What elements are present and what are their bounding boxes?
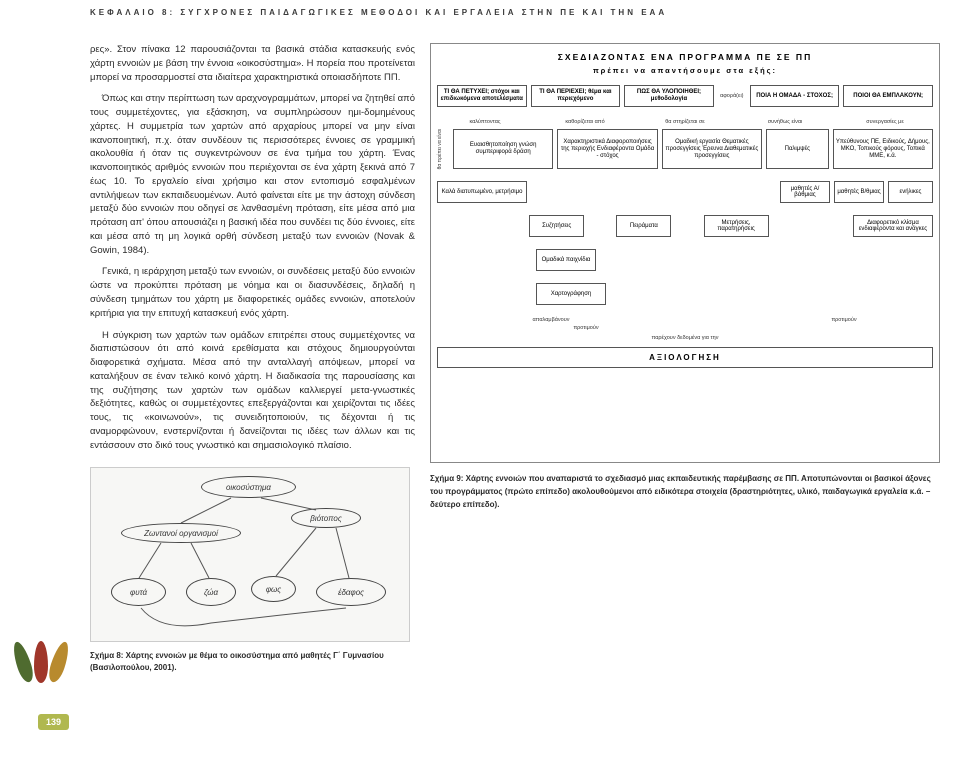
d-node: Υπεύθυνους ΠΕ, Ειδικούς, Δήμους, ΜΚΟ, Το…: [833, 129, 933, 169]
leaf-icon: [10, 640, 36, 684]
d-node: Πειράματα: [616, 215, 671, 237]
d-node: Χαρακτηριστικά Διαφοροποιήσεις της περιο…: [557, 129, 657, 169]
diagram-row-4: Συζητήσεις Πειράματα Μετρήσεις, παρατηρή…: [437, 215, 933, 237]
sketch-node-animals: ζώα: [186, 578, 236, 606]
d-link: προτιμούν: [819, 317, 869, 323]
page-number: 139: [38, 714, 69, 730]
sketch-node-soil: έδαφος: [316, 578, 386, 606]
d-link: συνεργασίες με: [837, 119, 933, 125]
diagram-row-3: Καλά διατυπωμένο, μετρήσιμο μαθητές Α/βά…: [437, 181, 933, 203]
right-column: ΣΧΕΔΙΑΖΟΝΤΑΣ ΕΝΑ ΠΡΟΓΡΑΜΜΑ ΠΕ ΣΕ ΠΠ πρέπ…: [430, 43, 960, 674]
diagram-row-5: Ομαδικά παιχνίδια: [437, 249, 933, 271]
d-node: μαθητές Α/βάθμιας: [780, 181, 830, 203]
leaf-icon: [34, 641, 48, 683]
diagram-row-6: Χαρτογράφηση: [437, 283, 933, 305]
d-node: Καλά διατυπωμένο, μετρήσιμο: [437, 181, 527, 203]
d-node: ΠΩΣ ΘΑ ΥΛΟΠΟΙΗΘΕΙ; μεθοδολογία: [624, 85, 714, 107]
d-link: απαλαμβάνουν: [521, 317, 581, 323]
diagram-bottom-links: απαλαμβάνουν προτιμούν: [437, 317, 933, 323]
d-node: ΠΟΙΟΙ ΘΑ ΕΜΠΛΑΚΟΥΝ;: [843, 85, 933, 107]
d-link: αφορά(ει): [718, 93, 746, 99]
sketch-node-light: φως: [251, 576, 296, 602]
concept-map-sketch: οικοσύστημα βιότοπος Ζωντανοί οργανισμοί…: [90, 467, 410, 642]
d-link: θα στηρίζεται σε: [637, 119, 733, 125]
diagram-row-1: ΤΙ ΘΑ ΠΕΤΥΧΕΙ; στόχοι και επιδιωκόμενα α…: [437, 85, 933, 107]
chapter-header: ΚΕΦΑΛΑΙΟ 8: ΣΥΓΧΡΟΝΕΣ ΠΑΙΔΑΓΩΓΙΚΕΣ ΜΕΘΟΔ…: [0, 0, 960, 23]
paragraph-4: Η σύγκριση των χαρτών των ομάδων επιτρέπ…: [90, 329, 415, 453]
paragraph-1: ρες». Στον πίνακα 12 παρουσιάζονται τα β…: [90, 43, 415, 84]
d-link: καθορίζεται από: [537, 119, 633, 125]
diagram-subtitle: πρέπει να απαντήσουμε στα εξής:: [437, 66, 933, 75]
d-node: ΤΙ ΘΑ ΠΕΤΥΧΕΙ; στόχοι και επιδιωκόμενα α…: [437, 85, 527, 107]
d-link: προτιμούν: [561, 325, 611, 331]
d-node: ΠΟΙΑ Η ΟΜΑΔΑ - ΣΤΟΧΟΣ;: [750, 85, 840, 107]
sketch-node-org: Ζωντανοί οργανισμοί: [121, 523, 241, 543]
d-node: Ευαισθητοποίηση γνώση συμπεριφορά δράση: [453, 129, 553, 169]
d-bottom-link: παρέχουν δεδομένα για την: [437, 335, 933, 341]
paragraph-3: Γενικά, η ιεράρχηση μεταξύ των εννοιών, …: [90, 265, 415, 320]
sketch-node-bio: βιότοπος: [291, 508, 361, 528]
sketch-node-eco: οικοσύστημα: [201, 476, 296, 498]
diagram-links-1: καλύπτοντας καθορίζεται από θα στηρίζετα…: [437, 119, 933, 125]
paragraph-2: Όπως και στην περίπτωση των αραχνογραμμά…: [90, 92, 415, 257]
d-node: ΤΙ ΘΑ ΠΕΡΙΕΧΕΙ; θέμα και περιεχόμενο: [531, 85, 621, 107]
left-column: ρες». Στον πίνακα 12 παρουσιάζονται τα β…: [0, 43, 430, 674]
d-node: Μετρήσεις, παρατηρήσεις: [704, 215, 769, 237]
d-node: Χαρτογράφηση: [536, 283, 606, 305]
d-node: Συζητήσεις: [529, 215, 584, 237]
d-node: Ομαδικά παιχνίδια: [536, 249, 596, 271]
d-link: συνήθως είναι: [737, 119, 833, 125]
sketch-caption: Σχήμα 8: Χάρτης εννοιών με θέμα το οικοσ…: [90, 650, 410, 674]
diagram-bottom-links-2: προτιμούν: [437, 325, 933, 331]
d-node: μαθητές Β/θμιας: [834, 181, 884, 203]
diagram-caption: Σχήμα 9: Χάρτης εννοιών που αναπαριστά τ…: [430, 473, 940, 511]
d-link: θα πρέπει να είναι: [437, 129, 449, 169]
d-node: ενήλικες: [888, 181, 933, 203]
leaf-icon: [46, 640, 72, 684]
sketch-node-plants: φυτά: [111, 578, 166, 606]
diagram-title: ΣΧΕΔΙΑΖΟΝΤΑΣ ΕΝΑ ΠΡΟΓΡΑΜΜΑ ΠΕ ΣΕ ΠΠ: [437, 52, 933, 62]
d-node: Παλιμψές: [766, 129, 829, 169]
leaf-decoration: [12, 641, 72, 696]
d-eval: ΑΞΙΟΛΟΓΗΣΗ: [437, 347, 933, 368]
content: ρες». Στον πίνακα 12 παρουσιάζονται τα β…: [0, 23, 960, 674]
d-node: Ομαδική εργασία Θεματικές προσεγγίσεις Έ…: [662, 129, 762, 169]
d-node: Διαφορετικό κλίσμα ενδιαφέροντα και ανάγ…: [853, 215, 933, 237]
d-link: καλύπτοντας: [437, 119, 533, 125]
diagram-row-2: θα πρέπει να είναι Ευαισθητοποίηση γνώση…: [437, 129, 933, 169]
diagram-9: ΣΧΕΔΙΑΖΟΝΤΑΣ ΕΝΑ ΠΡΟΓΡΑΜΜΑ ΠΕ ΣΕ ΠΠ πρέπ…: [430, 43, 940, 463]
